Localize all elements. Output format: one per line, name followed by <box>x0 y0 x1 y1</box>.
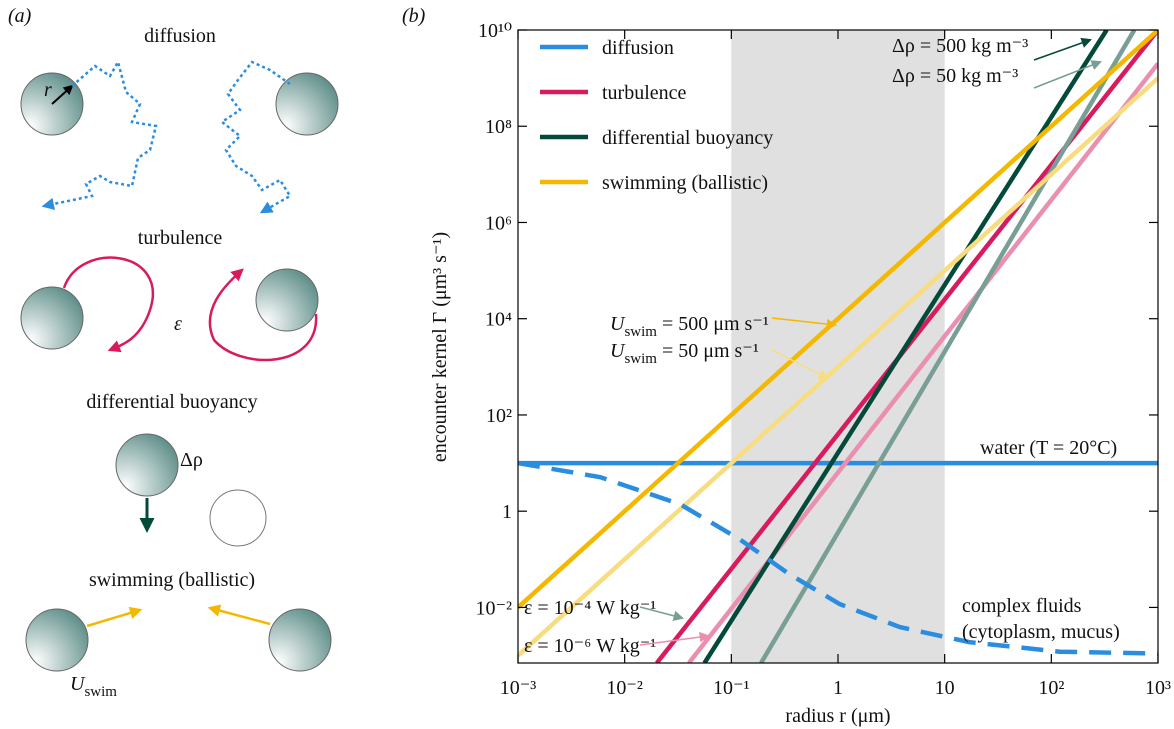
annotation: complex fluids <box>962 595 1082 617</box>
panel-a: (a) diffusion r turbulence ε differentia… <box>8 5 339 700</box>
x-axis-label: radius r (μm) <box>785 705 890 727</box>
swim-symbol-sub: swim <box>84 684 117 700</box>
annotation: (cytoplasm, mucus) <box>962 621 1120 643</box>
y-tick-label: 10⁻² <box>475 597 512 619</box>
turbulence-arrow <box>208 268 318 362</box>
legend-label: turbulence <box>602 82 687 104</box>
panel-label: (a) <box>8 5 32 27</box>
y-tick-label: 10¹⁰ <box>478 20 512 42</box>
radius-arrow <box>51 84 74 105</box>
diffusion-path <box>219 60 292 214</box>
annotation: Δρ = 500 kg m⁻³ <box>892 35 1028 57</box>
series-line <box>518 460 1158 656</box>
x-tick-label: 10³ <box>1145 677 1171 699</box>
swim-arrow <box>207 604 271 626</box>
annotation: Δρ = 50 kg m⁻³ <box>892 65 1018 87</box>
annotation: Uswim = 50 μm s⁻¹ <box>610 340 759 367</box>
series-line <box>759 30 1137 663</box>
y-axis-label: encounter kernel Γ (μm³ s⁻¹) <box>429 232 451 462</box>
annotation-symbol: U <box>610 340 626 362</box>
diffusion-path <box>41 58 158 211</box>
particle <box>25 608 89 672</box>
series-line <box>518 30 1158 610</box>
mechanism-title: turbulence <box>138 227 223 249</box>
x-tick-label: 10⁻¹ <box>713 677 750 699</box>
legend-label: differential buoyancy <box>602 127 773 149</box>
annotation-subscript: swim <box>624 324 657 340</box>
annotation-text: = 500 μm s⁻¹ <box>657 313 769 335</box>
y-tick-label: 10⁴ <box>485 309 512 331</box>
legend-label: diffusion <box>602 37 674 59</box>
mechanism-title: differential buoyancy <box>86 391 257 413</box>
legend-label: swimming (ballistic) <box>602 172 768 194</box>
turbulence-arrow <box>62 256 154 353</box>
annotation: ε = 10⁻⁴ W kg⁻¹ <box>524 597 656 619</box>
radius-symbol: r <box>44 79 52 101</box>
annotation: water (T = 20°C) <box>980 437 1117 459</box>
annotation: Uswim = 500 μm s⁻¹ <box>610 313 769 340</box>
x-tick-label: 10² <box>1038 677 1064 699</box>
particle <box>115 433 179 497</box>
series-group <box>518 30 1158 663</box>
swim-arrow <box>86 606 143 628</box>
mechanism-title: swimming (ballistic) <box>89 569 255 591</box>
swim-symbol-main: U <box>70 673 86 695</box>
buoyancy-symbol: Δρ <box>180 449 203 471</box>
annotation-subscript: swim <box>624 351 657 367</box>
x-tick-label: 1 <box>833 677 843 699</box>
particle <box>268 608 332 672</box>
y-tick-label: 10⁸ <box>485 116 512 138</box>
annotation-symbol: U <box>610 313 626 335</box>
x-tick-label: 10⁻² <box>606 677 643 699</box>
x-tick-label: 10⁻³ <box>500 677 537 699</box>
annotation-arrow <box>1033 60 1102 89</box>
annotation-arrow <box>639 606 685 621</box>
x-tick-label: 10 <box>935 677 955 699</box>
annotation-arrow <box>639 631 711 646</box>
y-tick-label: 10⁶ <box>485 212 512 234</box>
mechanism-title: diffusion <box>144 25 216 47</box>
particle <box>20 286 84 350</box>
y-tick-label: 10² <box>486 405 512 427</box>
swim-symbol: Uswim <box>70 673 117 700</box>
panel-label: (b) <box>402 5 426 27</box>
y-tick-label: 1 <box>502 501 512 523</box>
annotation-arrow <box>771 317 838 330</box>
particle <box>209 489 267 547</box>
particle <box>255 268 319 332</box>
particle <box>275 72 339 136</box>
annotation: ε = 10⁻⁶ W kg⁻¹ <box>524 635 656 657</box>
annotation-arrow <box>771 349 829 379</box>
annotation-text: = 50 μm s⁻¹ <box>657 340 759 362</box>
annotation-arrow <box>1033 37 1092 61</box>
series-line <box>518 76 1158 658</box>
turbulence-symbol: ε <box>174 313 182 335</box>
